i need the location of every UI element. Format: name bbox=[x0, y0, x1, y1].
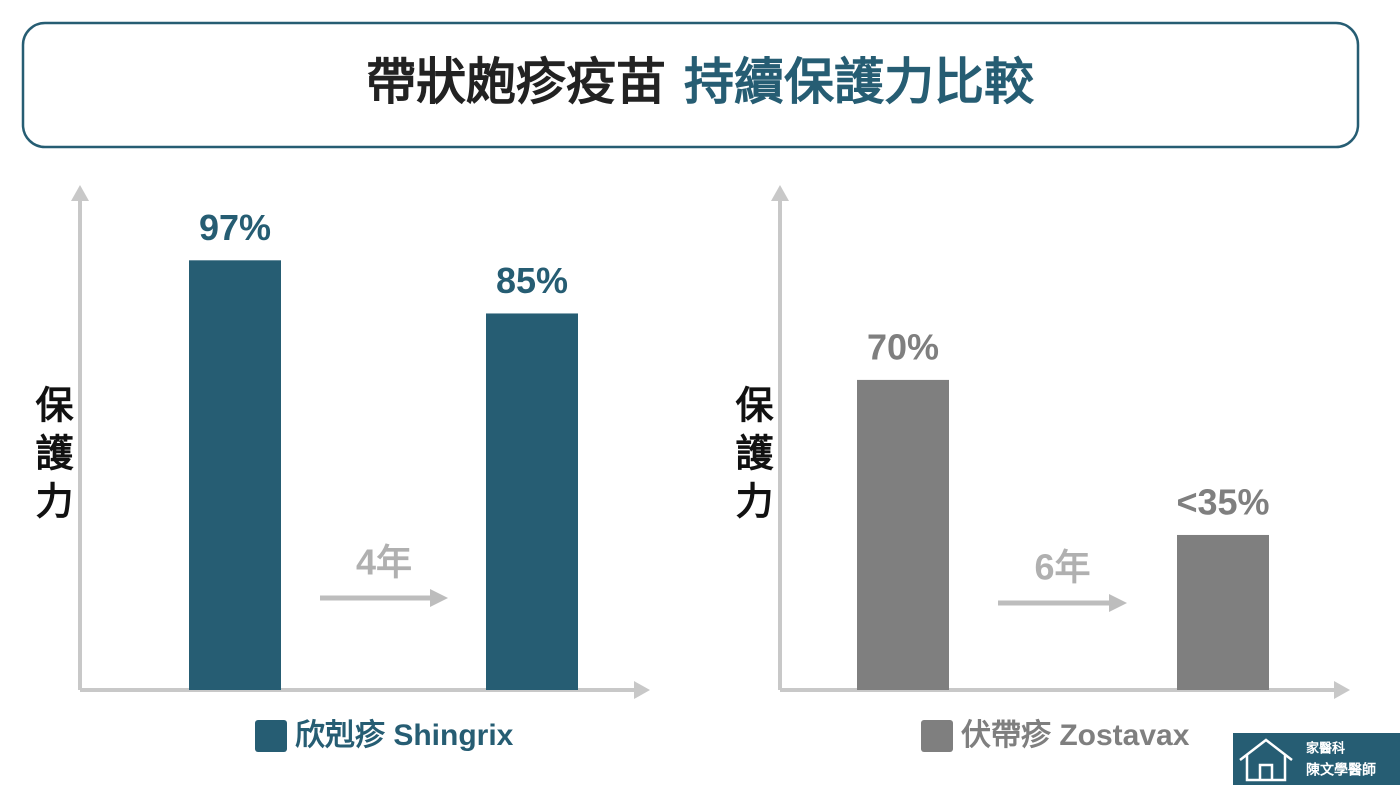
legend-swatch bbox=[921, 720, 953, 752]
x-axis-arrow bbox=[634, 681, 650, 699]
title: 帶狀皰疹疫苗 持續保護力比較 bbox=[366, 54, 1035, 110]
chart: 保護力 4年 97% 85% 欣剋疹 Shingrix bbox=[29, 185, 650, 752]
title-part: 持續保護力比較 bbox=[684, 54, 1035, 110]
y-axis-label: 保護力 bbox=[729, 385, 773, 529]
value-label: 85% bbox=[496, 260, 568, 301]
y-axis-arrow bbox=[71, 185, 89, 201]
annotation: 4年 bbox=[356, 542, 412, 583]
annotation: 6年 bbox=[1034, 547, 1090, 588]
annotation-arrow-head bbox=[1109, 594, 1127, 612]
bar bbox=[486, 313, 578, 690]
chart: 保護力 6年 70% <35% 伏帶疹 Zostavax bbox=[729, 185, 1350, 752]
bar bbox=[1177, 534, 1269, 690]
title-part: 帶狀皰疹疫苗 bbox=[366, 54, 666, 110]
value-label: 97% bbox=[199, 207, 271, 248]
value-label: <35% bbox=[1176, 481, 1269, 522]
annotation-arrow-head bbox=[430, 589, 448, 607]
y-axis-arrow bbox=[771, 185, 789, 201]
badge-line: 陳文學醫師 bbox=[1306, 762, 1376, 778]
badge: 家醫科 陳文學醫師 bbox=[1233, 733, 1400, 785]
badge-line: 家醫科 bbox=[1306, 740, 1345, 755]
value-label: 70% bbox=[867, 326, 939, 367]
title-box bbox=[21, 21, 1360, 149]
bar bbox=[189, 260, 281, 690]
y-axis-label: 保護力 bbox=[29, 385, 73, 529]
x-axis-arrow bbox=[1334, 681, 1350, 699]
badge-icon bbox=[1239, 738, 1293, 782]
bar bbox=[857, 379, 949, 690]
legend-swatch bbox=[255, 720, 287, 752]
legend-label: 伏帶疹 Zostavax bbox=[961, 719, 1190, 752]
legend-label: 欣剋疹 Shingrix bbox=[295, 719, 514, 752]
